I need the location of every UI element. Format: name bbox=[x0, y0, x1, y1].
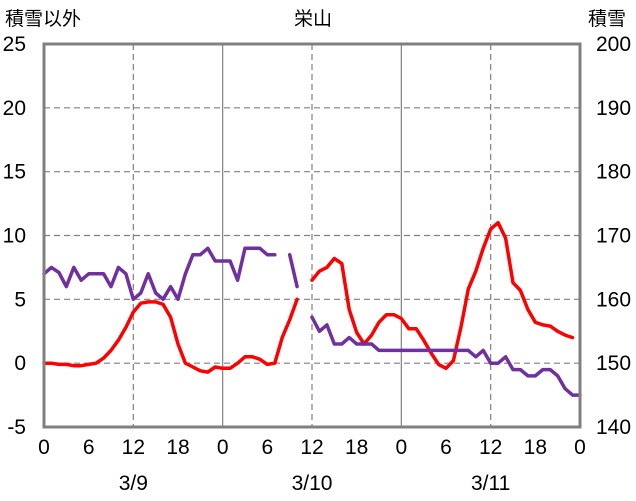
x-tick-label: 18 bbox=[166, 436, 189, 459]
right-tick-label: 190 bbox=[596, 97, 631, 120]
right-tick-label: 180 bbox=[596, 161, 631, 184]
left-tick-label: 20 bbox=[3, 97, 26, 120]
red-series-line bbox=[42, 297, 299, 374]
chart-title: 栄山 bbox=[294, 8, 332, 30]
left-axis-label: 積雪以外 bbox=[5, 8, 81, 30]
right-tick-label: 170 bbox=[596, 225, 631, 248]
x-tick-label: 6 bbox=[83, 436, 95, 459]
date-label: 3/9 bbox=[119, 472, 148, 495]
plot-frame bbox=[42, 42, 582, 429]
right-tick-label: 150 bbox=[596, 352, 631, 375]
x-tick-label: 0 bbox=[395, 436, 407, 459]
x-tick-label: 0 bbox=[38, 436, 50, 459]
x-tick-label: 18 bbox=[524, 436, 547, 459]
purple-series-line bbox=[42, 246, 277, 302]
date-label: 3/10 bbox=[292, 472, 333, 495]
x-tick-label: 6 bbox=[261, 436, 273, 459]
x-tick-label: 18 bbox=[345, 436, 368, 459]
grid bbox=[44, 44, 580, 427]
x-tick-label: 6 bbox=[440, 436, 452, 459]
left-tick-label: 15 bbox=[3, 161, 26, 184]
right-tick-label: 160 bbox=[596, 288, 631, 311]
x-tick-label: 0 bbox=[574, 436, 586, 459]
red-series-line bbox=[310, 220, 575, 371]
left-tick-label: 10 bbox=[3, 225, 26, 248]
x-tick-label: 12 bbox=[479, 436, 502, 459]
purple-series-line bbox=[287, 252, 299, 289]
left-tick-label: 5 bbox=[14, 288, 26, 311]
left-tick-label: -5 bbox=[7, 416, 26, 439]
left-tick-label: 25 bbox=[3, 33, 26, 56]
purple-series-line bbox=[310, 315, 582, 397]
left-tick-label: 0 bbox=[14, 352, 26, 375]
x-tick-label: 12 bbox=[122, 436, 145, 459]
x-tick-label: 0 bbox=[217, 436, 229, 459]
x-tick-label: 12 bbox=[300, 436, 323, 459]
right-axis-label: 積雪 bbox=[588, 8, 626, 30]
series-layer bbox=[42, 220, 582, 397]
right-tick-label: 200 bbox=[596, 33, 631, 56]
right-tick-label: 140 bbox=[596, 416, 631, 439]
date-label: 3/11 bbox=[471, 472, 510, 495]
